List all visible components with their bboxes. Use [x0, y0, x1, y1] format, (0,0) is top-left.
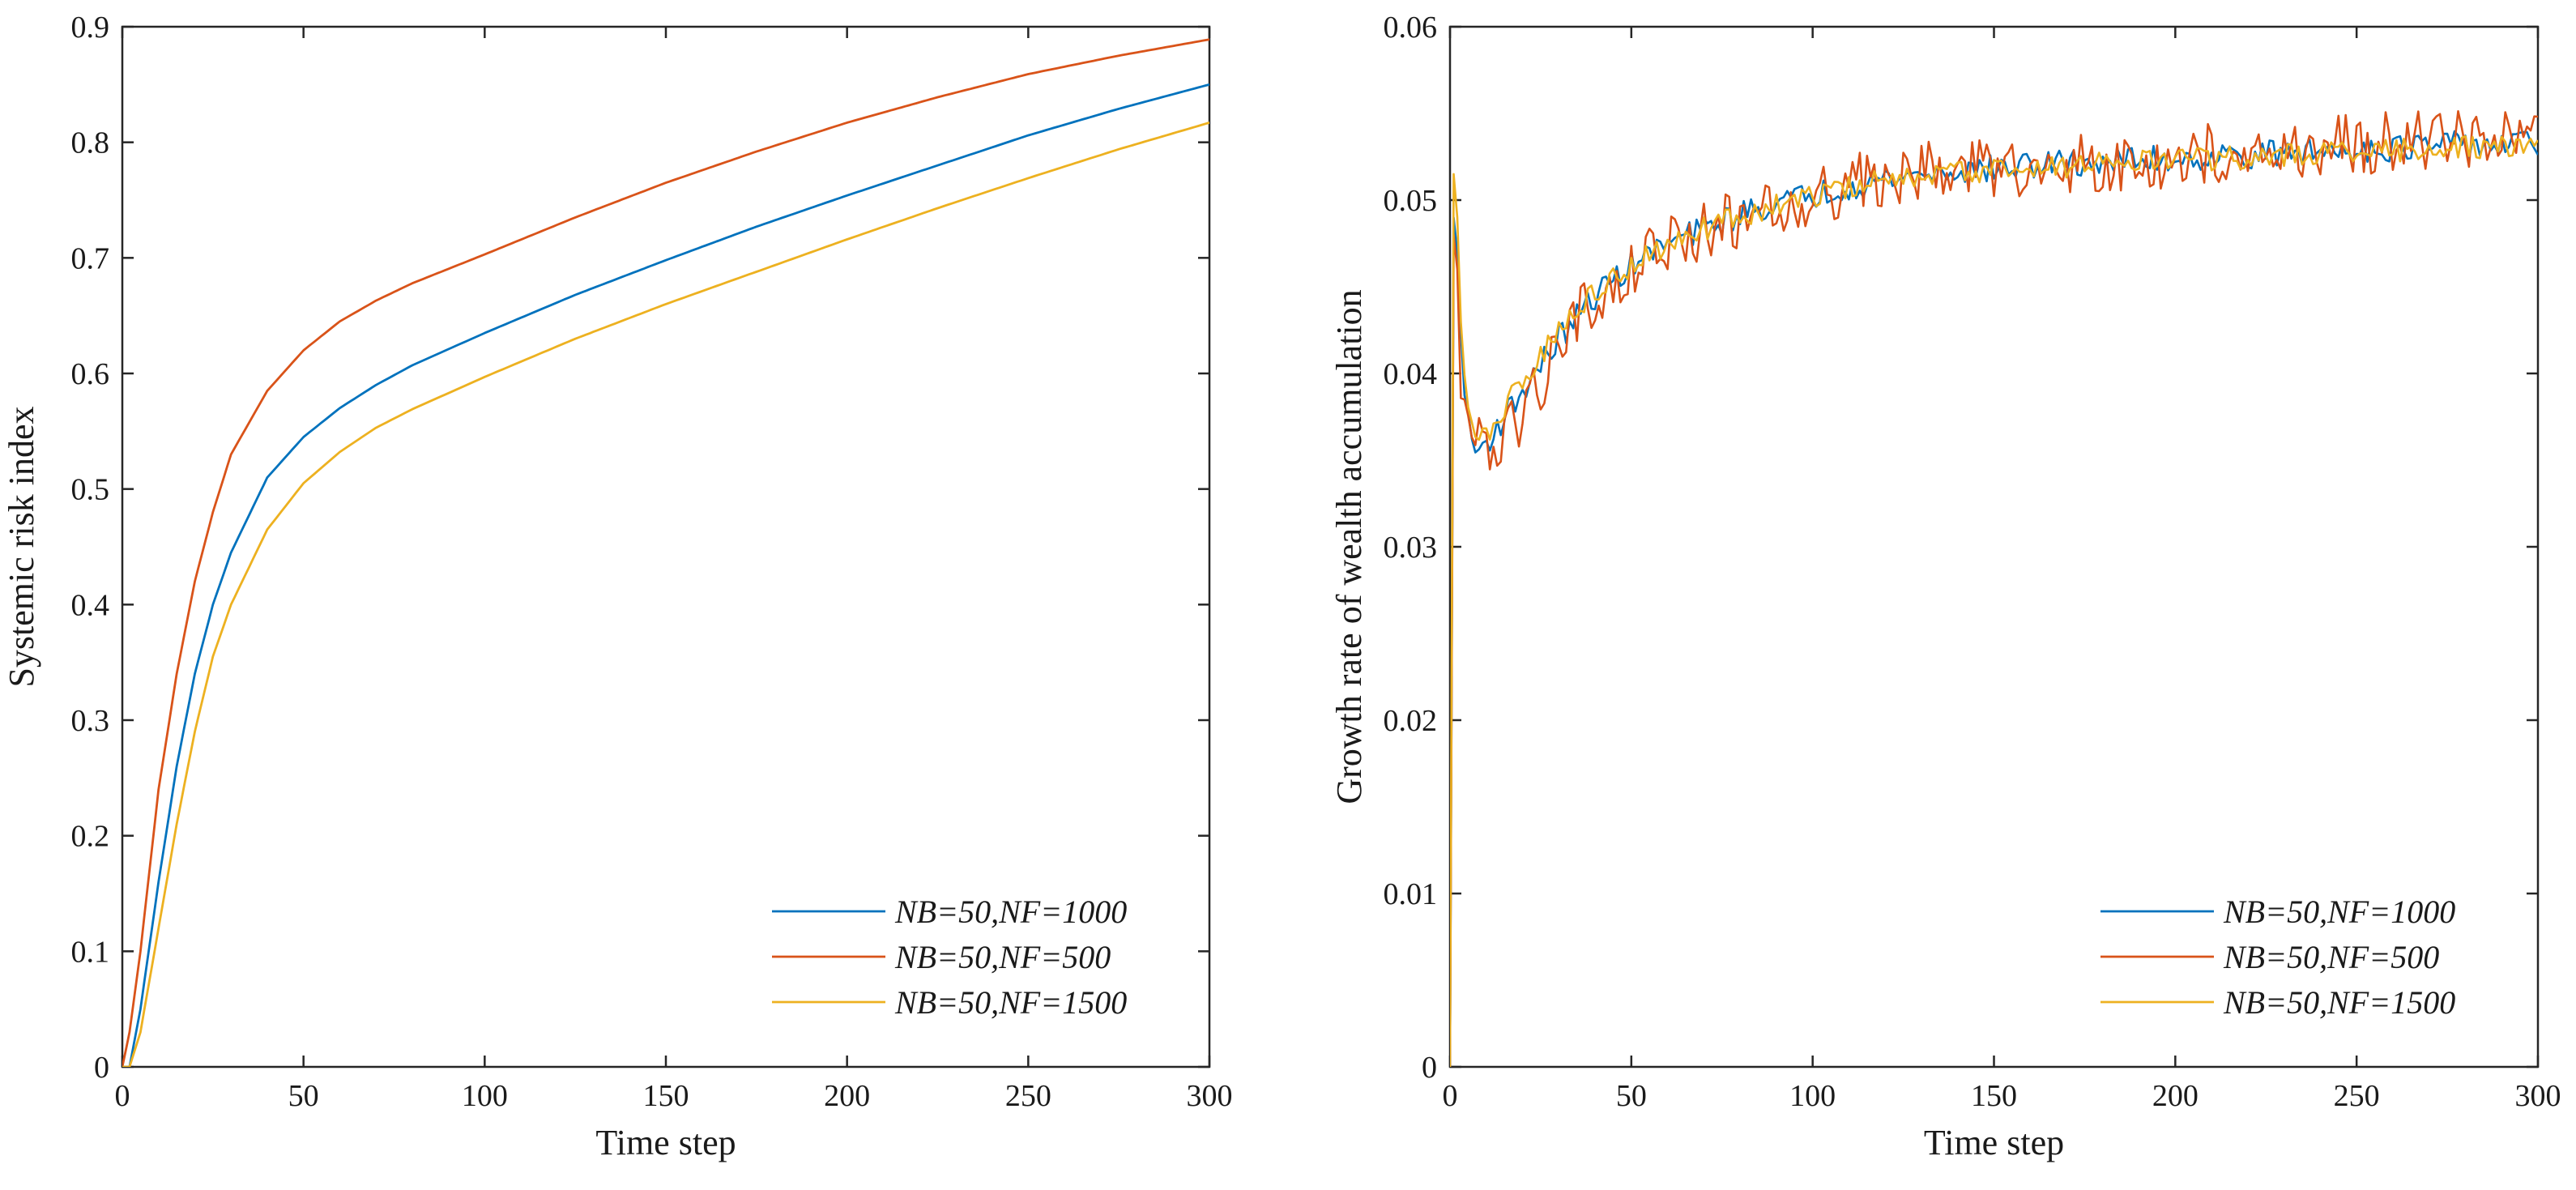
- y-tick-label: 0.1: [71, 935, 110, 969]
- y-tick-label: 0.5: [71, 473, 110, 507]
- y-tick-label: 0.7: [71, 241, 110, 275]
- x-tick-label: 50: [1616, 1079, 1647, 1113]
- x-tick-label: 50: [288, 1079, 319, 1113]
- x-axis-label: Time step: [595, 1123, 736, 1162]
- right-chart-panel: 0 50 100 150 200 250 300 0 0.01 0.02 0.03 0.04 0.05 0…: [1329, 11, 2561, 1162]
- y-tick-label: 0.02: [1384, 704, 1438, 738]
- series-line-2: [1450, 134, 2538, 1067]
- x-tick-label: 250: [2334, 1079, 2380, 1113]
- legend-label-1: NB=50,NF=500: [2223, 939, 2439, 975]
- y-tick-label: 0.06: [1384, 11, 1438, 45]
- y-tick-label: 0.05: [1384, 184, 1438, 218]
- y-tick-label: 0.8: [71, 126, 110, 160]
- series-line-1: [1450, 110, 2538, 1067]
- series-line-1: [122, 38, 1209, 1067]
- y-tick-label: 0.04: [1384, 357, 1438, 391]
- x-tick-label: 0: [1443, 1079, 1458, 1113]
- x-tick-label: 100: [1789, 1079, 1836, 1113]
- series-line-0: [122, 83, 1209, 1067]
- x-tick-label: 200: [2152, 1079, 2199, 1113]
- y-tick-label: 0.2: [71, 820, 110, 854]
- y-tick-label: 0.3: [71, 704, 110, 738]
- y-tick-label: 0.4: [71, 588, 110, 622]
- x-tick-label: 200: [824, 1079, 870, 1113]
- y-tick-label: 0.03: [1384, 531, 1438, 565]
- y-tick-label: 0.6: [71, 357, 110, 391]
- x-axis-label: Time step: [1924, 1123, 2064, 1162]
- x-tick-label: 0: [115, 1079, 130, 1113]
- x-tick-label: 150: [1971, 1079, 2017, 1113]
- legend-label-2: NB=50,NF=1500: [894, 984, 1127, 1021]
- series-line-2: [122, 122, 1209, 1067]
- x-tick-label: 250: [1005, 1079, 1051, 1113]
- x-tick-label: 150: [643, 1079, 689, 1113]
- x-tick-label: 300: [1187, 1079, 1233, 1113]
- legend-label-0: NB=50,NF=1000: [894, 894, 1127, 930]
- legend-label-1: NB=50,NF=500: [894, 939, 1111, 975]
- y-tick-label: 0.01: [1384, 877, 1438, 911]
- y-tick-label: 0.9: [71, 11, 110, 45]
- y-tick-label: 0: [94, 1051, 109, 1085]
- x-tick-label: 300: [2515, 1079, 2561, 1113]
- y-tick-label: 0: [1422, 1051, 1437, 1085]
- legend-label-2: NB=50,NF=1500: [2223, 984, 2455, 1021]
- y-axis-label: Systemic risk index: [2, 406, 41, 687]
- legend-label-0: NB=50,NF=1000: [2223, 894, 2455, 930]
- y-axis-label: Growth rate of wealth accumulation: [1329, 289, 1369, 804]
- x-tick-label: 100: [462, 1079, 508, 1113]
- left-chart-panel: 0 50 100 150 200 250 300 0 0.1 0.2 0.3 0.4 0.5 0.6 0.7…: [2, 11, 1233, 1162]
